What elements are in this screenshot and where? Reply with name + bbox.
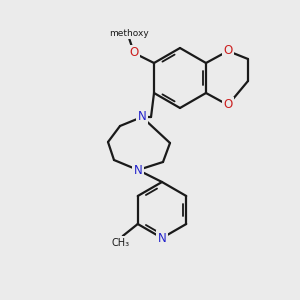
Text: N: N — [138, 110, 146, 124]
Text: O: O — [224, 98, 232, 112]
Text: O: O — [129, 46, 139, 59]
Text: N: N — [158, 232, 166, 244]
Text: CH₃: CH₃ — [112, 238, 130, 248]
Text: methoxy: methoxy — [109, 28, 149, 38]
Text: N: N — [134, 164, 142, 176]
Text: O: O — [224, 44, 232, 58]
